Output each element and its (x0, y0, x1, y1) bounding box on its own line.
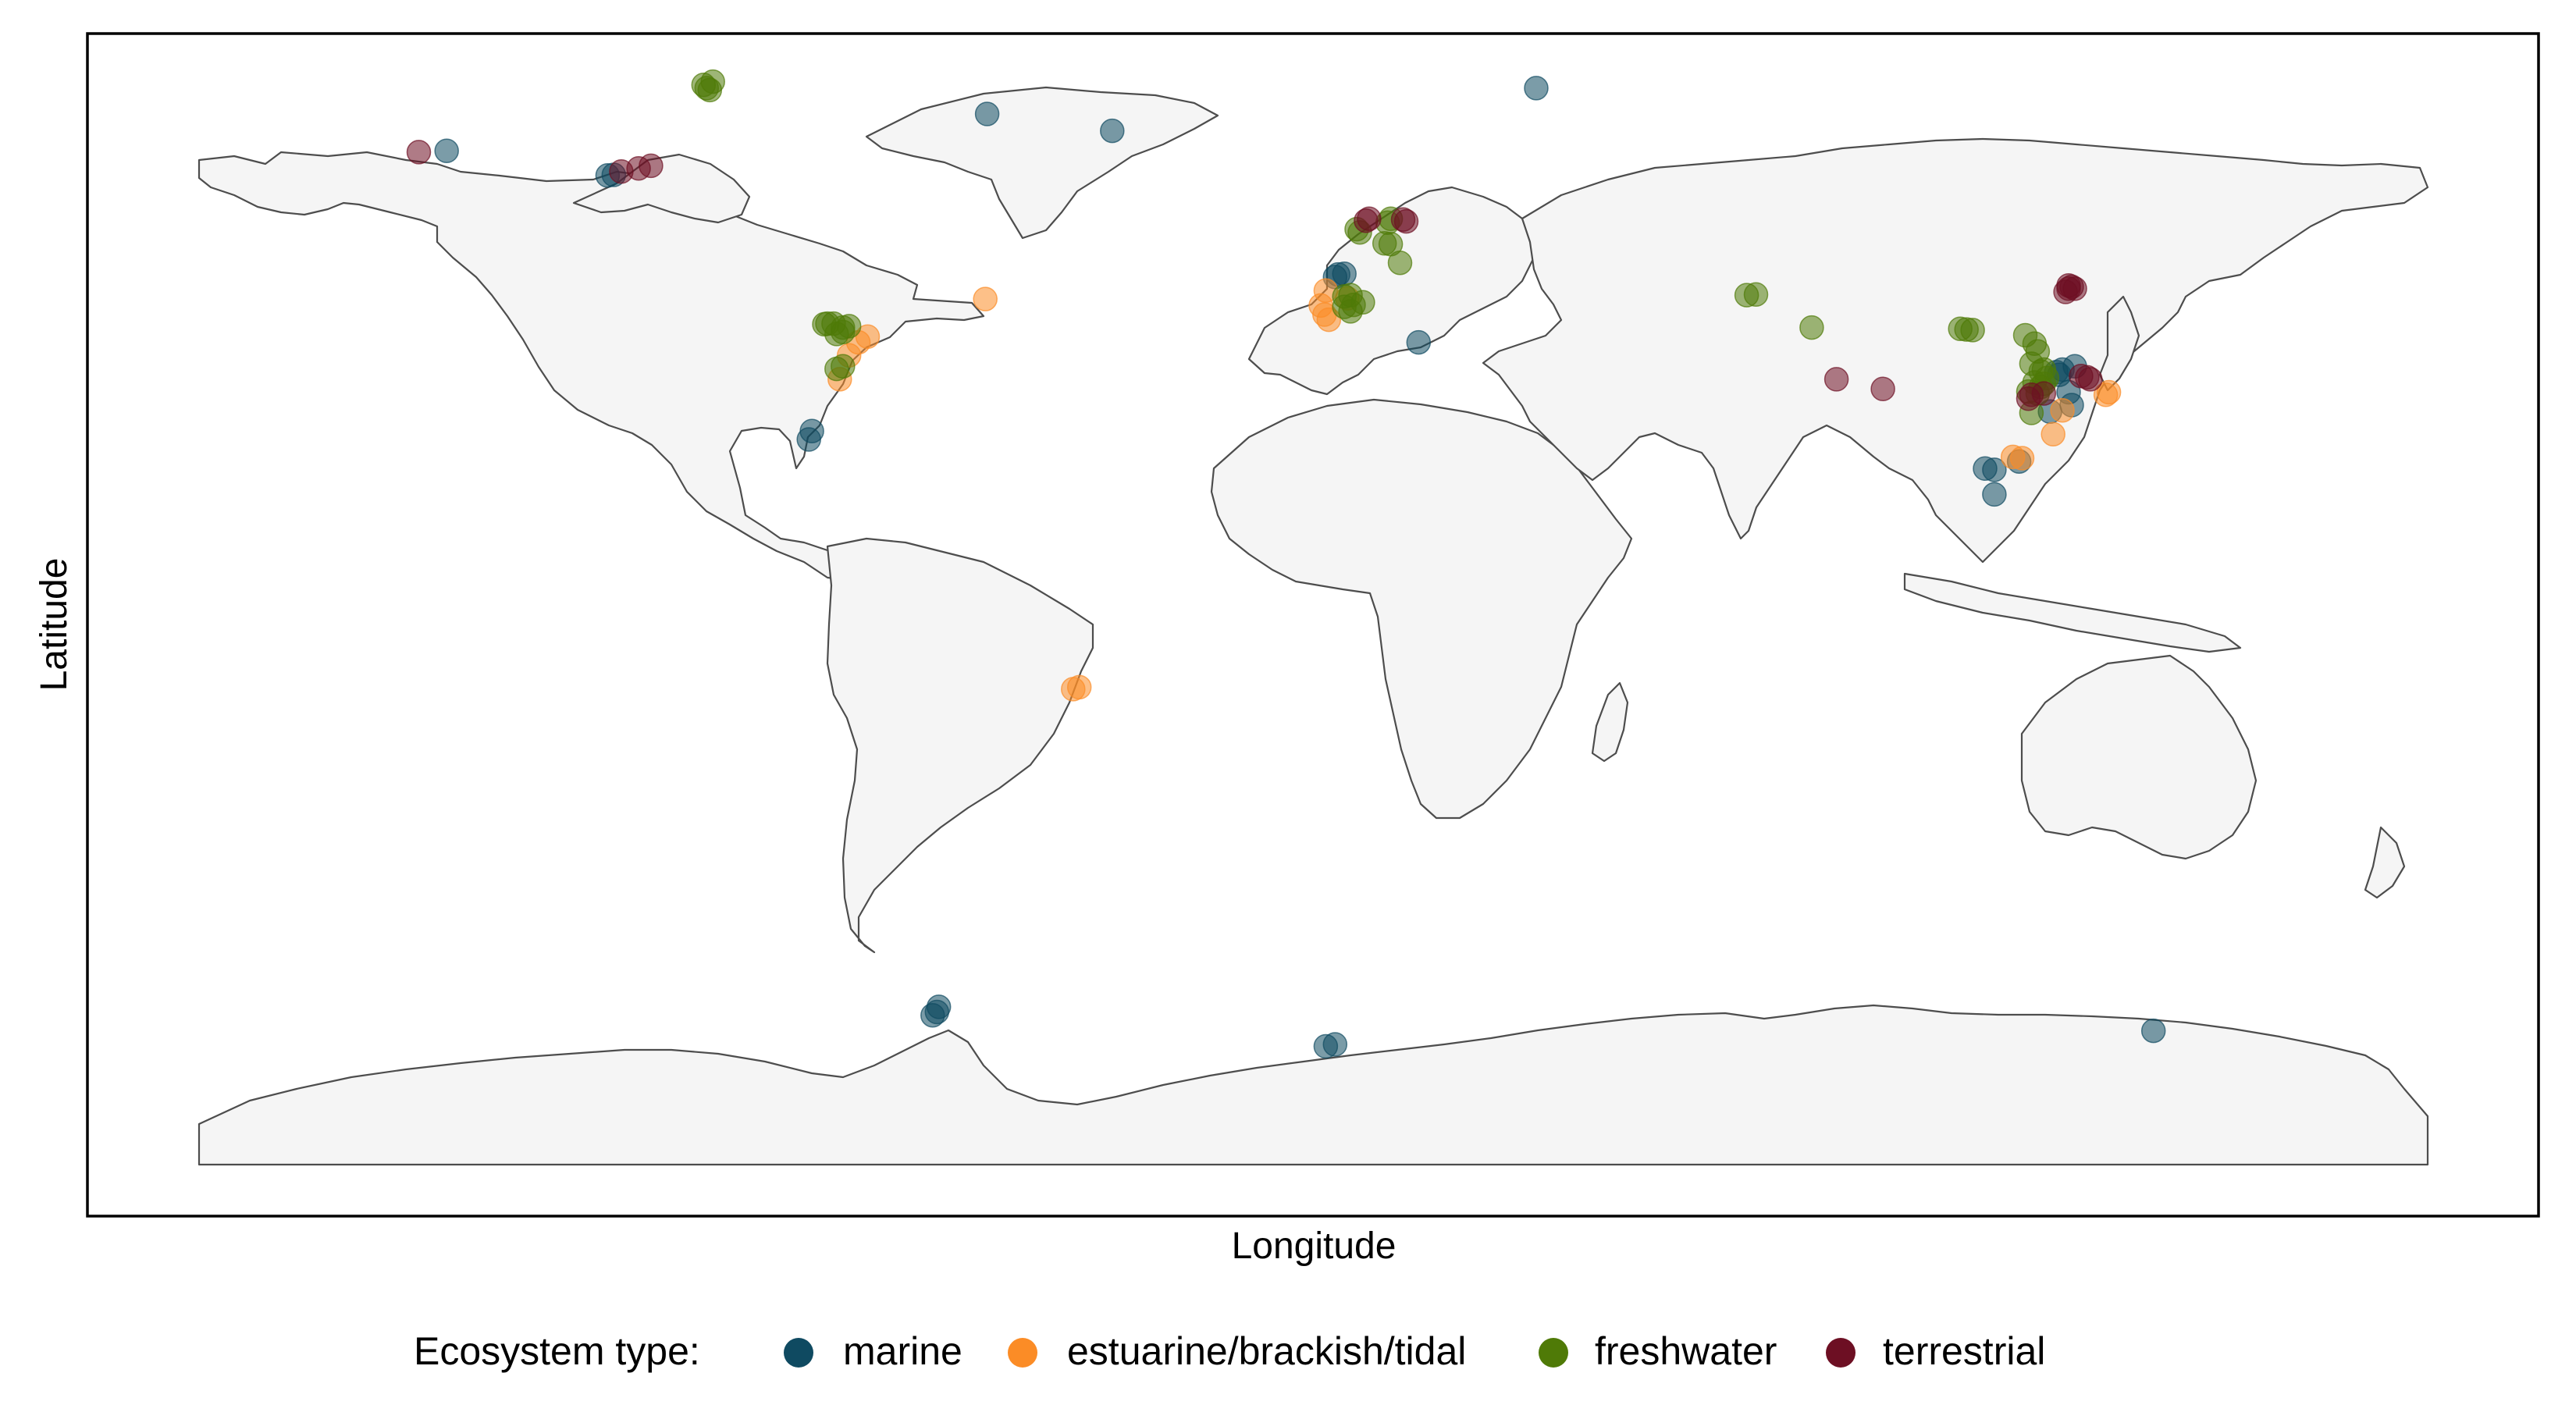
land-indonesia (1903, 572, 2242, 653)
point-marine-0 (434, 138, 459, 164)
point-terrestrial-8 (1823, 367, 1849, 392)
point-estuarine-17 (2050, 397, 2075, 423)
point-marine-3 (1100, 118, 1125, 144)
legend: Ecosystem type: marine estuarine/brackis… (414, 1329, 2045, 1373)
point-terrestrial-17 (2062, 276, 2087, 301)
point-freshwater-10 (836, 314, 862, 339)
point-terrestrial-12 (2031, 381, 2057, 406)
point-freshwater-3 (697, 77, 723, 103)
point-marine-14 (920, 1002, 945, 1028)
point-marine-6 (796, 427, 821, 452)
legend-title: Ecosystem type: (414, 1329, 700, 1373)
land-masses (197, 86, 2429, 1166)
point-freshwater-31 (1960, 318, 1985, 343)
point-estuarine-16 (2096, 379, 2122, 405)
land-south-america (826, 537, 1094, 954)
point-terrestrial-3 (639, 153, 664, 179)
land-greenland (865, 86, 1219, 240)
point-estuarine-14 (2041, 422, 2065, 447)
point-terrestrial-7 (1393, 208, 1419, 234)
point-terrestrial-20 (2078, 367, 2103, 392)
land-madagascar (1591, 681, 1629, 763)
land-antarctica (197, 1004, 2429, 1166)
point-marine-16 (1322, 1032, 1348, 1057)
legend-label-marine: marine (843, 1329, 962, 1373)
point-estuarine-6 (1066, 674, 1092, 700)
legend-key-marine (784, 1338, 813, 1368)
point-freshwater-24 (1332, 294, 1357, 319)
point-estuarine-0 (973, 286, 998, 311)
legend-key-freshwater (1539, 1338, 1568, 1368)
point-freshwater-12 (831, 354, 856, 379)
point-estuarine-2 (855, 324, 881, 349)
point-marine-11 (1524, 76, 1549, 101)
point-freshwater-18 (1372, 231, 1397, 256)
point-marine-17 (2140, 1018, 2166, 1044)
land-japan (2098, 295, 2140, 392)
point-terrestrial-0 (406, 140, 432, 165)
land-africa (1210, 398, 1633, 820)
point-marine-21 (1982, 482, 2007, 507)
land-australia (2020, 654, 2258, 860)
land-new-zealand (2364, 826, 2406, 899)
point-freshwater-25 (1387, 250, 1413, 276)
point-marine-10 (1406, 329, 1432, 355)
legend-key-terrestrial (1826, 1338, 1856, 1368)
legend-label-estuarine: estuarine/brackish/tidal (1067, 1329, 1466, 1373)
point-marine-19 (1982, 457, 2007, 482)
legend-key-estuarine (1008, 1338, 1037, 1368)
legend-label-terrestrial: terrestrial (1883, 1329, 2045, 1373)
point-marine-4 (974, 101, 1000, 126)
point-estuarine-13 (2009, 446, 2035, 471)
point-freshwater-28 (1799, 315, 1824, 340)
legend-label-freshwater: freshwater (1595, 1329, 1777, 1373)
point-terrestrial-5 (1357, 206, 1382, 232)
land-asia (1482, 137, 2429, 564)
points-layer (406, 69, 2166, 1059)
x-axis-title: Longitude (1232, 1225, 1397, 1267)
y-axis-title: Latitude (34, 558, 75, 692)
point-terrestrial-9 (1870, 376, 1895, 402)
point-freshwater-27 (1743, 282, 1769, 308)
